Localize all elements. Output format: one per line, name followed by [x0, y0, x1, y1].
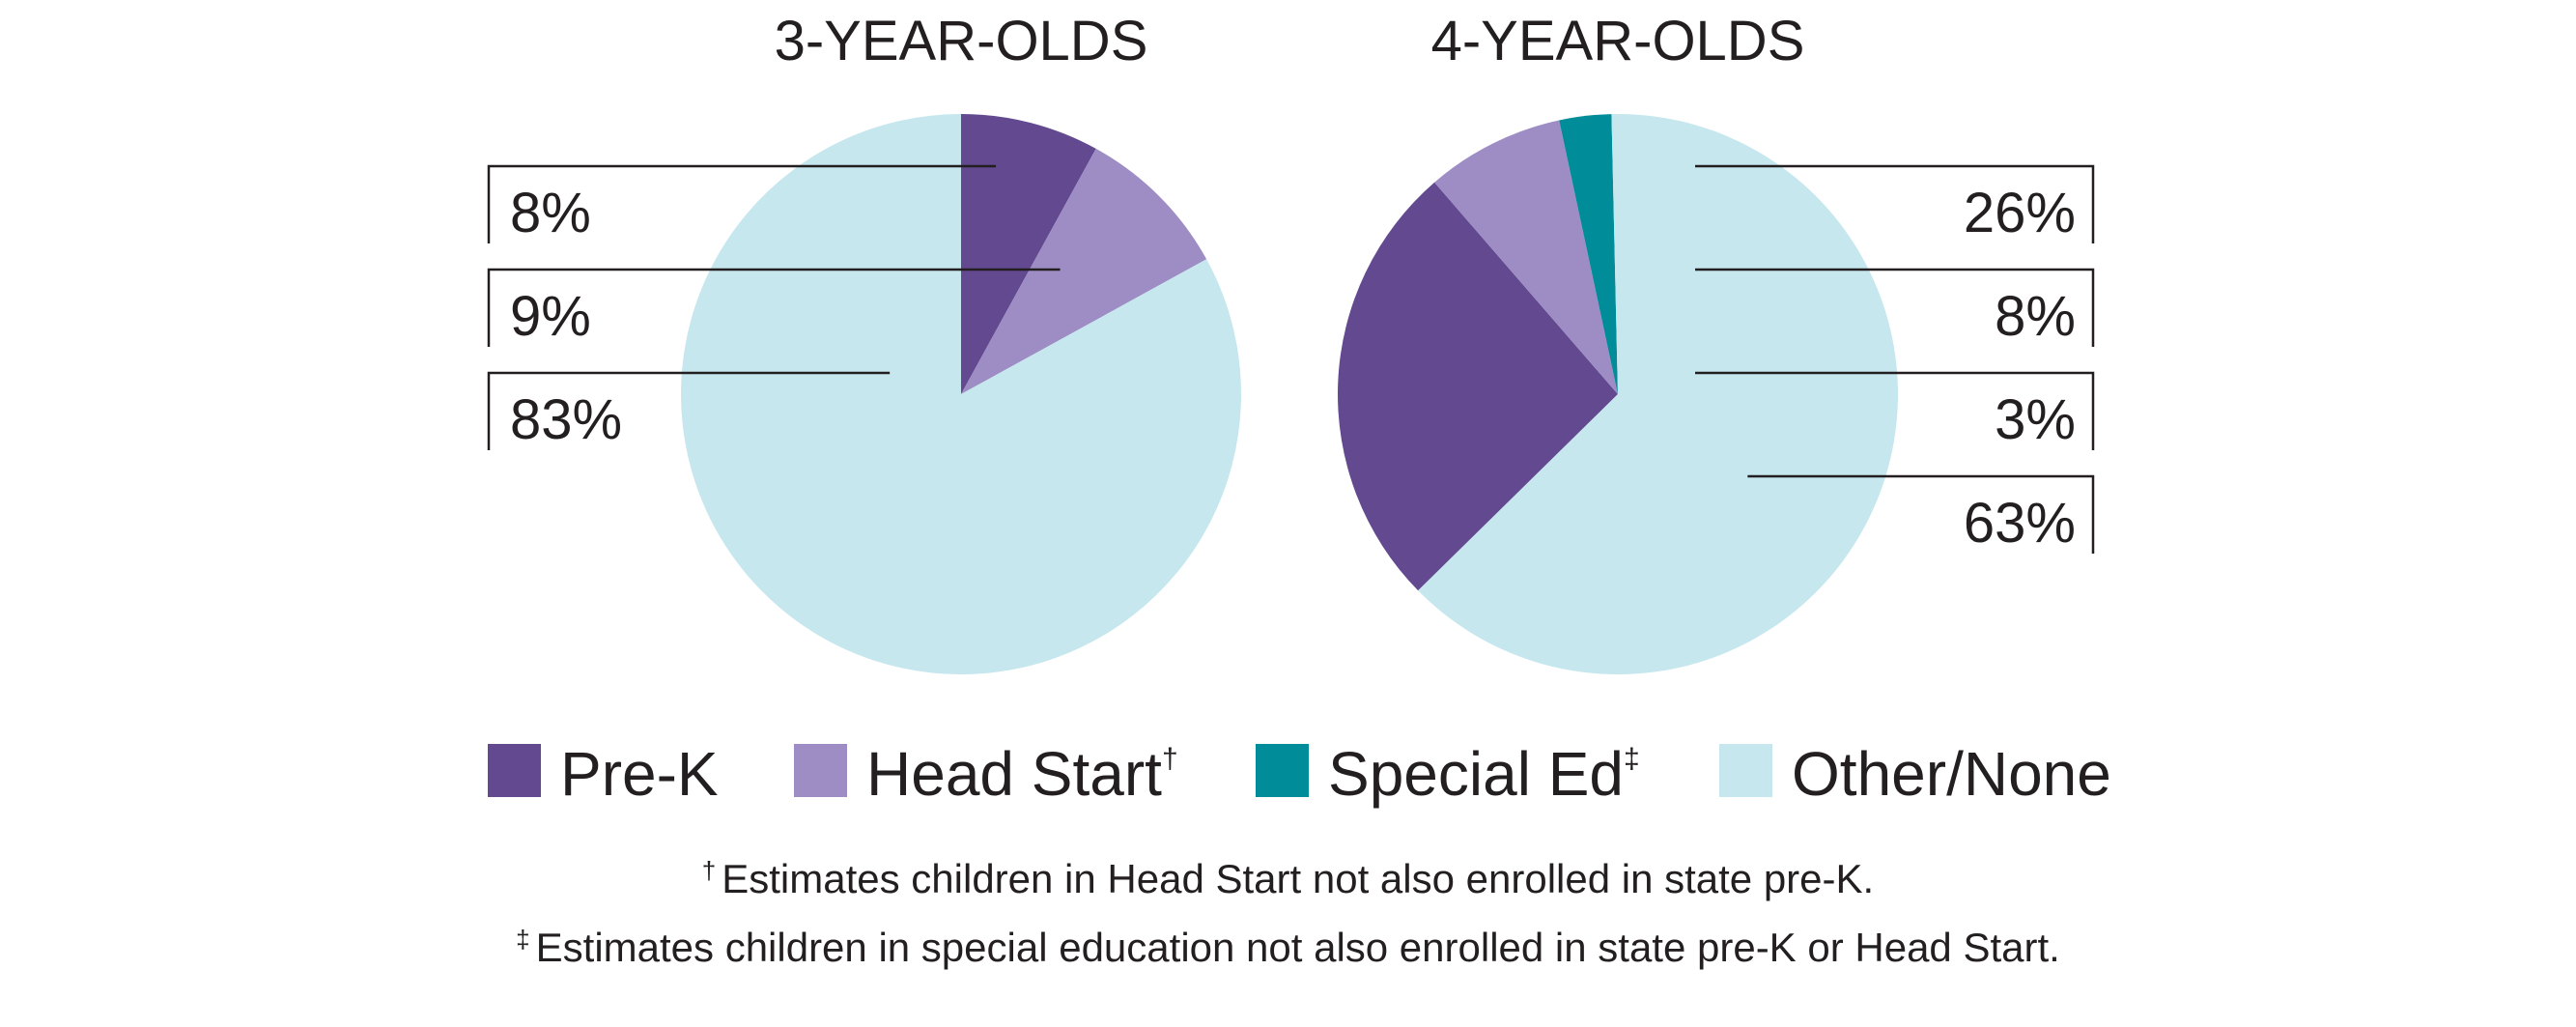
pie-0-callout-line-other-none — [487, 371, 891, 450]
pie-1-slice-other-none — [1418, 114, 1898, 675]
footnotes: † Estimates children in Head Start not al… — [0, 841, 2576, 978]
pie-0-callout-line-head-start — [487, 268, 1061, 347]
pie-1-label-other-none: 63% — [1964, 492, 2076, 555]
legend-label-head-start: Head Start† — [866, 739, 1178, 809]
pie-0-slice-other-none — [681, 114, 1242, 675]
footnote-text-special-ed: Estimates children in special education … — [535, 925, 2060, 970]
chart-title-3-year-olds: 3-YEAR-OLDS — [775, 10, 1148, 72]
callout-group: 8% 9% 83% 26% 8% 3% 63% — [487, 164, 2095, 555]
pie-0-label-other-none: 83% — [510, 388, 622, 451]
legend-swatch-other-none — [1719, 744, 1772, 797]
pie-1-callout-line-special-ed — [1695, 371, 2095, 450]
footnote-text-head-start: Estimates children in Head Start not als… — [722, 856, 1875, 901]
legend-label-other-none: Other/None — [1792, 739, 2111, 809]
legend-marker-head-start: † — [1162, 743, 1178, 775]
footnote-marker-double-dagger: ‡ — [516, 925, 530, 954]
pie-1-callout-line-other-none — [1747, 474, 2095, 554]
footnote-special-ed: ‡ Estimates children in special education… — [0, 909, 2576, 978]
pie-1-callout-line-pre-k — [1695, 164, 2095, 243]
footnote-head-start: † Estimates children in Head Start not al… — [0, 841, 2576, 909]
legend-swatch-pre-k — [488, 744, 541, 797]
pie-1-label-special-ed: 3% — [1995, 388, 2076, 451]
legend: Pre-K Head Start† Special Ed‡ Other/None — [488, 739, 2111, 809]
pie-0-slice-head-start — [961, 148, 1207, 394]
pie-1-slice-special-ed — [1559, 114, 1618, 394]
pie-0-label-head-start: 9% — [510, 285, 591, 348]
pie-0-slice-pre-k — [961, 114, 1096, 394]
pie-0-callout-line-pre-k — [487, 164, 997, 243]
legend-label-special-ed: Special Ed‡ — [1328, 739, 1640, 809]
chart-title-4-year-olds: 4-YEAR-OLDS — [1431, 10, 1805, 72]
legend-marker-special-ed: ‡ — [1624, 743, 1640, 775]
pie-1-label-pre-k: 26% — [1964, 182, 2076, 244]
legend-swatch-head-start — [794, 744, 847, 797]
pie-0-label-pre-k: 8% — [510, 182, 591, 244]
pie-1-slice-head-start — [1434, 120, 1618, 394]
pie-group — [681, 114, 1898, 675]
footnote-marker-dagger: † — [701, 856, 717, 885]
legend-swatch-special-ed — [1256, 744, 1309, 797]
pie-1-slice-pre-k — [1338, 182, 1618, 591]
pie-1-callout-line-head-start — [1695, 268, 2095, 347]
pie-1-label-head-start: 8% — [1995, 285, 2076, 348]
legend-label-pre-k: Pre-K — [560, 739, 719, 809]
